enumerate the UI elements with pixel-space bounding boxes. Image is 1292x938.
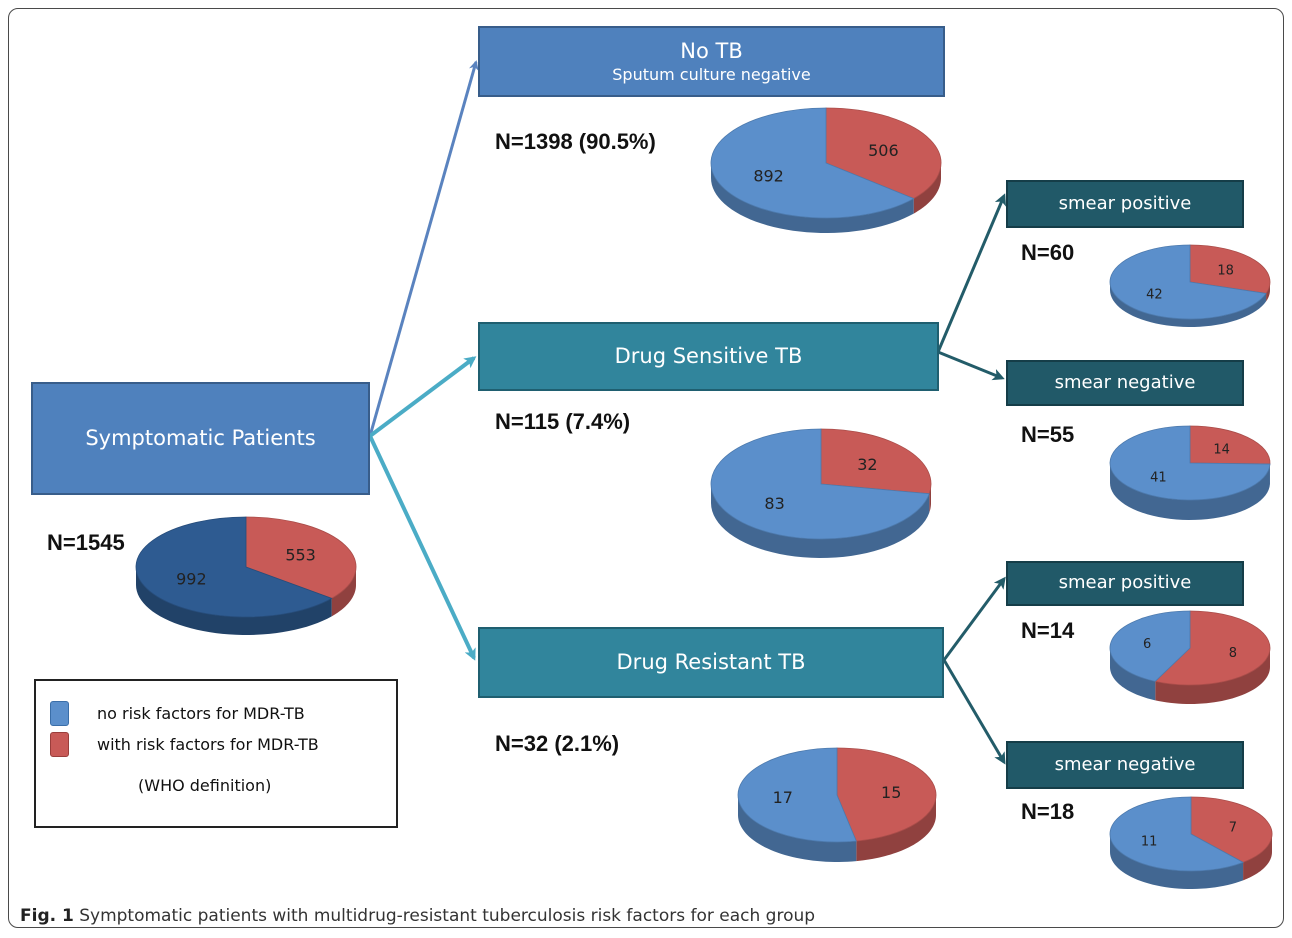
pie-side xyxy=(1243,834,1272,881)
pie-slice-no-risk xyxy=(1109,796,1245,872)
pie-slice-no-risk xyxy=(1109,425,1271,501)
pie-slice-with-risk xyxy=(1190,796,1273,863)
arrow-to-drug-sensitive xyxy=(368,356,477,438)
pie-label-with-risk: 15 xyxy=(881,783,901,802)
drug-sensitive-count: N=115 (7.4%) xyxy=(495,409,631,434)
legend-item-with-risk: with risk factors for MDR-TB xyxy=(50,732,319,757)
dr-smear-negative-label: smear negative xyxy=(1054,753,1196,775)
pie-side xyxy=(1110,463,1270,520)
pie-slice-with-risk xyxy=(825,107,942,200)
arrow-to-ds-smear-positive xyxy=(936,193,1007,353)
pie-label-with-risk: 8 xyxy=(1229,646,1237,661)
pie-slice-no-risk xyxy=(710,428,930,540)
pie-side xyxy=(1155,648,1270,704)
pie-side xyxy=(1110,282,1267,327)
symptomatic-patients-label: Symptomatic Patients xyxy=(85,426,316,451)
pie-label-no-risk: 17 xyxy=(773,788,793,807)
pie-side xyxy=(738,795,857,862)
pie-label-no-risk: 11 xyxy=(1141,835,1158,850)
ds-smear-negative-count: N=55 xyxy=(1021,422,1075,447)
no-tb-count: N=1398 (90.5%) xyxy=(495,129,656,154)
drug-resistant-box: Drug Resistant TB xyxy=(478,627,944,698)
pie-label-no-risk: 992 xyxy=(176,570,207,589)
no-tb-box: No TB Sputum culture negative xyxy=(478,26,945,97)
dr-smear-positive-pie: 86 xyxy=(1109,610,1271,704)
no-tb-sublabel: Sputum culture negative xyxy=(612,64,811,84)
drug-sensitive-box: Drug Sensitive TB xyxy=(478,322,939,391)
pie-slice-with-risk xyxy=(1189,425,1271,465)
dr-smear-negative-count: N=18 xyxy=(1021,799,1075,824)
pie-side xyxy=(1110,834,1244,889)
pie-label-with-risk: 18 xyxy=(1217,264,1234,279)
pie-slice-no-risk xyxy=(737,747,857,843)
pie-label-no-risk: 6 xyxy=(1143,637,1151,652)
pie-slice-no-risk xyxy=(135,516,333,618)
pie-label-no-risk: 41 xyxy=(1150,471,1167,486)
with-risk-swatch xyxy=(50,732,69,757)
legend-item-no-risk: no risk factors for MDR-TB xyxy=(50,701,305,726)
pie-label-with-risk: 32 xyxy=(857,455,877,474)
ds-smear-positive-label: smear positive xyxy=(1058,192,1192,214)
pie-side xyxy=(136,567,332,635)
pie-slice-no-risk xyxy=(1109,610,1191,682)
legend-with-risk-label: with risk factors for MDR-TB xyxy=(97,735,319,754)
no-risk-swatch xyxy=(50,701,69,726)
no-tb-pie: 506 892 xyxy=(710,107,942,233)
pie-slice-no-risk xyxy=(1109,244,1267,320)
arrow-to-dr-smear-positive xyxy=(942,576,1006,661)
arrow-to-no-tb xyxy=(368,60,479,437)
pie-side xyxy=(711,163,914,233)
pie-slice-with-risk xyxy=(245,516,357,599)
no-tb-label: No TB xyxy=(680,39,743,64)
drug-resistant-count: N=32 (2.1%) xyxy=(495,731,620,756)
pie-label-with-risk: 7 xyxy=(1229,821,1237,836)
pie-label-with-risk: 553 xyxy=(285,546,316,565)
dr-smear-positive-label: smear positive xyxy=(1058,572,1192,594)
pie-side xyxy=(1266,282,1270,302)
drug-sensitive-pie: 32 83 xyxy=(710,428,932,558)
pie-label-no-risk: 83 xyxy=(764,494,784,513)
dr-smear-positive-box: smear positive xyxy=(1006,561,1244,606)
ds-smear-positive-count: N=60 xyxy=(1021,240,1075,265)
drug-sensitive-label: Drug Sensitive TB xyxy=(614,344,803,369)
legend-no-risk-label: no risk factors for MDR-TB xyxy=(97,704,305,723)
pie-label-with-risk: 506 xyxy=(868,141,899,160)
pie-side xyxy=(856,795,936,862)
pie-side xyxy=(913,163,941,214)
drug-resistant-label: Drug Resistant TB xyxy=(616,650,806,675)
arrow-to-dr-smear-negative xyxy=(942,659,1006,765)
pie-slice-with-risk xyxy=(820,428,932,495)
arrow-to-drug-resistant xyxy=(368,435,476,661)
symptomatic-pie: 553 992 xyxy=(135,516,357,635)
pie-slice-no-risk xyxy=(710,107,915,219)
legend-note: (WHO definition) xyxy=(138,776,272,795)
pie-slice-with-risk xyxy=(1154,610,1271,686)
pie-slice-with-risk xyxy=(836,747,937,842)
ds-smear-negative-box: smear negative xyxy=(1006,360,1244,406)
legend: no risk factors for MDR-TB with risk fac… xyxy=(34,679,398,828)
dr-smear-negative-box: smear negative xyxy=(1006,741,1244,789)
ds-smear-positive-box: smear positive xyxy=(1006,180,1244,228)
symptomatic-count: N=1545 xyxy=(47,530,125,555)
pie-label-no-risk: 892 xyxy=(753,166,784,185)
caption-text: Symptomatic patients with multidrug-resi… xyxy=(73,906,816,926)
pie-side xyxy=(331,567,356,617)
arrow-to-ds-smear-negative xyxy=(937,350,1005,381)
dr-smear-positive-count: N=14 xyxy=(1021,618,1075,643)
ds-smear-negative-label: smear negative xyxy=(1054,371,1196,393)
ds-smear-negative-pie: 14 41 xyxy=(1109,425,1271,520)
pie-label-with-risk: 14 xyxy=(1213,442,1230,457)
pie-side xyxy=(929,484,931,513)
pie-label-no-risk: 42 xyxy=(1146,288,1163,303)
caption-label: Fig. 1 xyxy=(20,906,74,926)
figure-caption: Fig. 1 Symptomatic patients with multidr… xyxy=(20,906,815,926)
pie-side xyxy=(711,484,930,558)
dr-smear-negative-pie: 7 11 xyxy=(1109,796,1273,889)
symptomatic-patients-box: Symptomatic Patients xyxy=(31,382,370,495)
pie-slice-with-risk xyxy=(1189,244,1271,294)
